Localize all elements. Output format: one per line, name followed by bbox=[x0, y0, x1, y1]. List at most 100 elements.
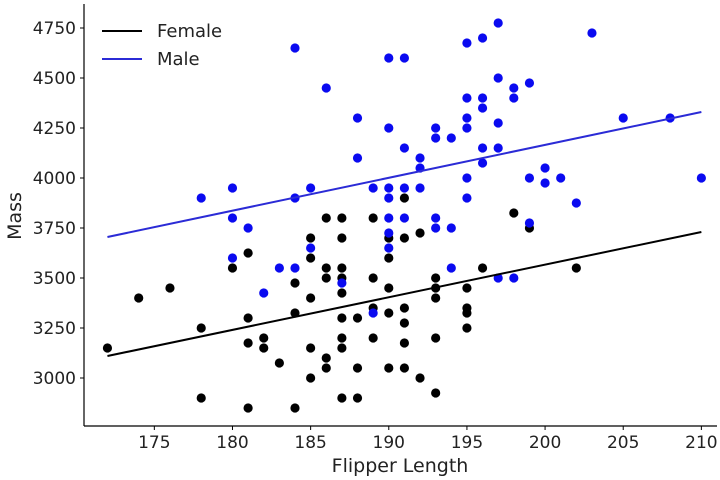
y-tick-label: 3250 bbox=[33, 319, 76, 339]
male-data-point bbox=[493, 18, 503, 28]
male-data-point bbox=[399, 213, 410, 223]
female-data-point bbox=[337, 213, 347, 223]
legend-label-male: Male bbox=[157, 49, 200, 70]
male-data-point bbox=[368, 308, 378, 318]
male-data-point bbox=[384, 193, 394, 203]
male-data-point bbox=[290, 43, 300, 53]
male-data-point bbox=[290, 263, 300, 273]
male-data-point bbox=[462, 173, 472, 183]
female-data-point bbox=[384, 283, 394, 293]
female-data-point bbox=[306, 253, 316, 263]
female-data-point bbox=[321, 263, 331, 273]
male-data-point bbox=[227, 253, 238, 263]
male-data-point bbox=[524, 218, 535, 228]
female-data-point bbox=[290, 403, 300, 413]
male-data-point bbox=[462, 93, 472, 103]
male-data-point bbox=[384, 228, 394, 238]
female-data-point bbox=[274, 358, 284, 368]
x-tick-labels: 175 180 185 190 195 200 205 210 bbox=[138, 426, 718, 453]
male-data-point bbox=[462, 113, 472, 123]
male-data-point bbox=[306, 243, 316, 253]
female-data-point bbox=[227, 263, 238, 273]
male-data-point bbox=[462, 38, 472, 48]
male-data-point bbox=[493, 118, 503, 128]
y-tick-label: 4500 bbox=[33, 69, 76, 89]
male-data-point bbox=[337, 278, 347, 288]
male-data-point bbox=[384, 243, 394, 253]
male-data-point bbox=[493, 143, 503, 153]
female-points bbox=[102, 193, 581, 413]
female-data-point bbox=[399, 363, 410, 373]
female-data-point bbox=[165, 283, 175, 293]
male-data-point bbox=[540, 178, 550, 188]
male-fit-line bbox=[107, 111, 702, 238]
female-data-point bbox=[384, 363, 394, 373]
female-data-point bbox=[243, 248, 253, 258]
female-data-point bbox=[196, 323, 206, 333]
female-data-point bbox=[509, 208, 519, 218]
female-data-point bbox=[337, 393, 347, 403]
female-data-point bbox=[352, 313, 363, 323]
x-axis-title: Flipper Length bbox=[332, 455, 469, 477]
y-tick-label: 3500 bbox=[33, 269, 76, 289]
male-data-point bbox=[509, 93, 519, 103]
female-data-point bbox=[337, 263, 347, 273]
male-data-point bbox=[431, 213, 441, 223]
male-data-point bbox=[384, 183, 394, 193]
male-data-point bbox=[352, 113, 363, 123]
male-data-point bbox=[196, 193, 206, 203]
male-data-point bbox=[493, 73, 503, 83]
female-data-point bbox=[321, 273, 331, 283]
male-data-point bbox=[696, 173, 706, 183]
male-data-point bbox=[274, 263, 284, 273]
female-data-point bbox=[415, 373, 425, 383]
male-points bbox=[196, 18, 706, 318]
male-data-point bbox=[462, 123, 472, 133]
female-data-point bbox=[399, 193, 410, 203]
male-data-point bbox=[227, 213, 238, 223]
y-tick-label: 4250 bbox=[33, 119, 76, 139]
male-data-point bbox=[446, 223, 456, 233]
female-data-point bbox=[431, 388, 441, 398]
female-data-point bbox=[337, 288, 347, 298]
female-data-point bbox=[384, 308, 394, 318]
x-tick-label: 210 bbox=[685, 433, 717, 453]
female-data-point bbox=[321, 353, 331, 363]
legend-label-female: Female bbox=[157, 21, 222, 42]
male-data-point bbox=[384, 213, 394, 223]
male-data-point bbox=[556, 173, 566, 183]
x-tick-label: 200 bbox=[529, 433, 561, 453]
male-data-point bbox=[368, 183, 378, 193]
female-data-point bbox=[384, 253, 394, 263]
legend: Female Male bbox=[102, 21, 222, 70]
female-data-point bbox=[399, 318, 410, 328]
female-data-point bbox=[321, 363, 331, 373]
male-data-point bbox=[415, 183, 425, 193]
female-data-point bbox=[462, 323, 472, 333]
female-data-point bbox=[431, 273, 441, 283]
male-data-point bbox=[587, 28, 597, 38]
x-tick-label: 205 bbox=[607, 433, 639, 453]
female-data-point bbox=[290, 278, 300, 288]
female-data-point bbox=[399, 338, 410, 348]
male-data-point bbox=[477, 143, 488, 153]
female-data-point bbox=[431, 293, 441, 303]
male-data-point bbox=[352, 153, 363, 163]
female-data-point bbox=[259, 343, 269, 353]
female-data-point bbox=[399, 233, 410, 243]
female-data-point bbox=[290, 308, 300, 318]
female-data-point bbox=[462, 308, 472, 318]
male-data-point bbox=[399, 143, 410, 153]
male-data-point bbox=[618, 113, 628, 123]
male-data-point bbox=[415, 153, 425, 163]
female-data-point bbox=[134, 293, 144, 303]
y-tick-label: 3750 bbox=[33, 219, 76, 239]
female-data-point bbox=[306, 233, 316, 243]
x-tick-label: 175 bbox=[138, 433, 170, 453]
male-data-point bbox=[477, 33, 488, 43]
female-data-point bbox=[306, 343, 316, 353]
male-data-point bbox=[540, 163, 550, 173]
male-data-point bbox=[399, 183, 410, 193]
male-data-point bbox=[462, 193, 472, 203]
